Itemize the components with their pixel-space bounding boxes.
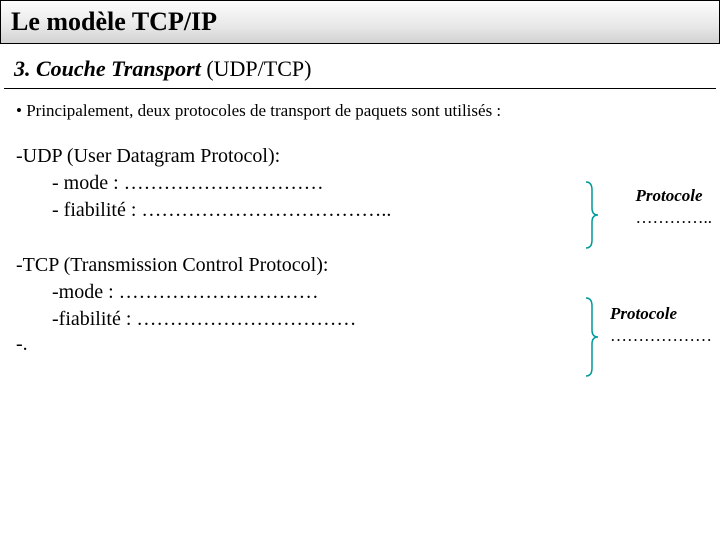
udp-title: -UDP (User Datagram Protocol): — [16, 145, 704, 168]
subtitle-italic: 3. Couche Transport — [14, 56, 201, 81]
content-area: • Principalement, deux protocoles de tra… — [0, 89, 720, 398]
intro-text: • Principalement, deux protocoles de tra… — [16, 101, 536, 121]
side-tcp-dots: ……………… — [610, 326, 712, 346]
side-udp-label: Protocole — [636, 186, 703, 205]
side-label-udp: Protocole ………….. — [636, 186, 713, 228]
side-udp-dots: ………….. — [636, 208, 713, 228]
brace-icon — [582, 180, 602, 250]
bracket-udp — [582, 180, 602, 255]
side-label-tcp: Protocole ……………… — [610, 304, 712, 346]
brace-icon — [582, 296, 602, 378]
side-tcp-label: Protocole — [610, 304, 677, 323]
subtitle-row: 3. Couche Transport (UDP/TCP) — [4, 44, 716, 89]
title-bar: Le modèle TCP/IP — [0, 0, 720, 44]
bracket-tcp — [582, 296, 602, 383]
page-title: Le modèle TCP/IP — [11, 7, 217, 36]
subtitle-rest: (UDP/TCP) — [201, 56, 312, 81]
tcp-title: -TCP (Transmission Control Protocol): — [16, 254, 704, 277]
